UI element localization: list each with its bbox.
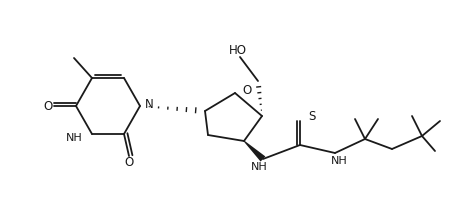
Text: NH: NH — [66, 133, 83, 143]
Text: O: O — [242, 84, 251, 98]
Text: S: S — [308, 110, 315, 122]
Text: N: N — [145, 98, 154, 111]
Text: O: O — [43, 99, 53, 112]
Polygon shape — [244, 141, 266, 162]
Text: NH: NH — [251, 162, 267, 172]
Text: NH: NH — [331, 156, 347, 166]
Text: O: O — [124, 155, 133, 168]
Text: HO: HO — [229, 43, 247, 56]
